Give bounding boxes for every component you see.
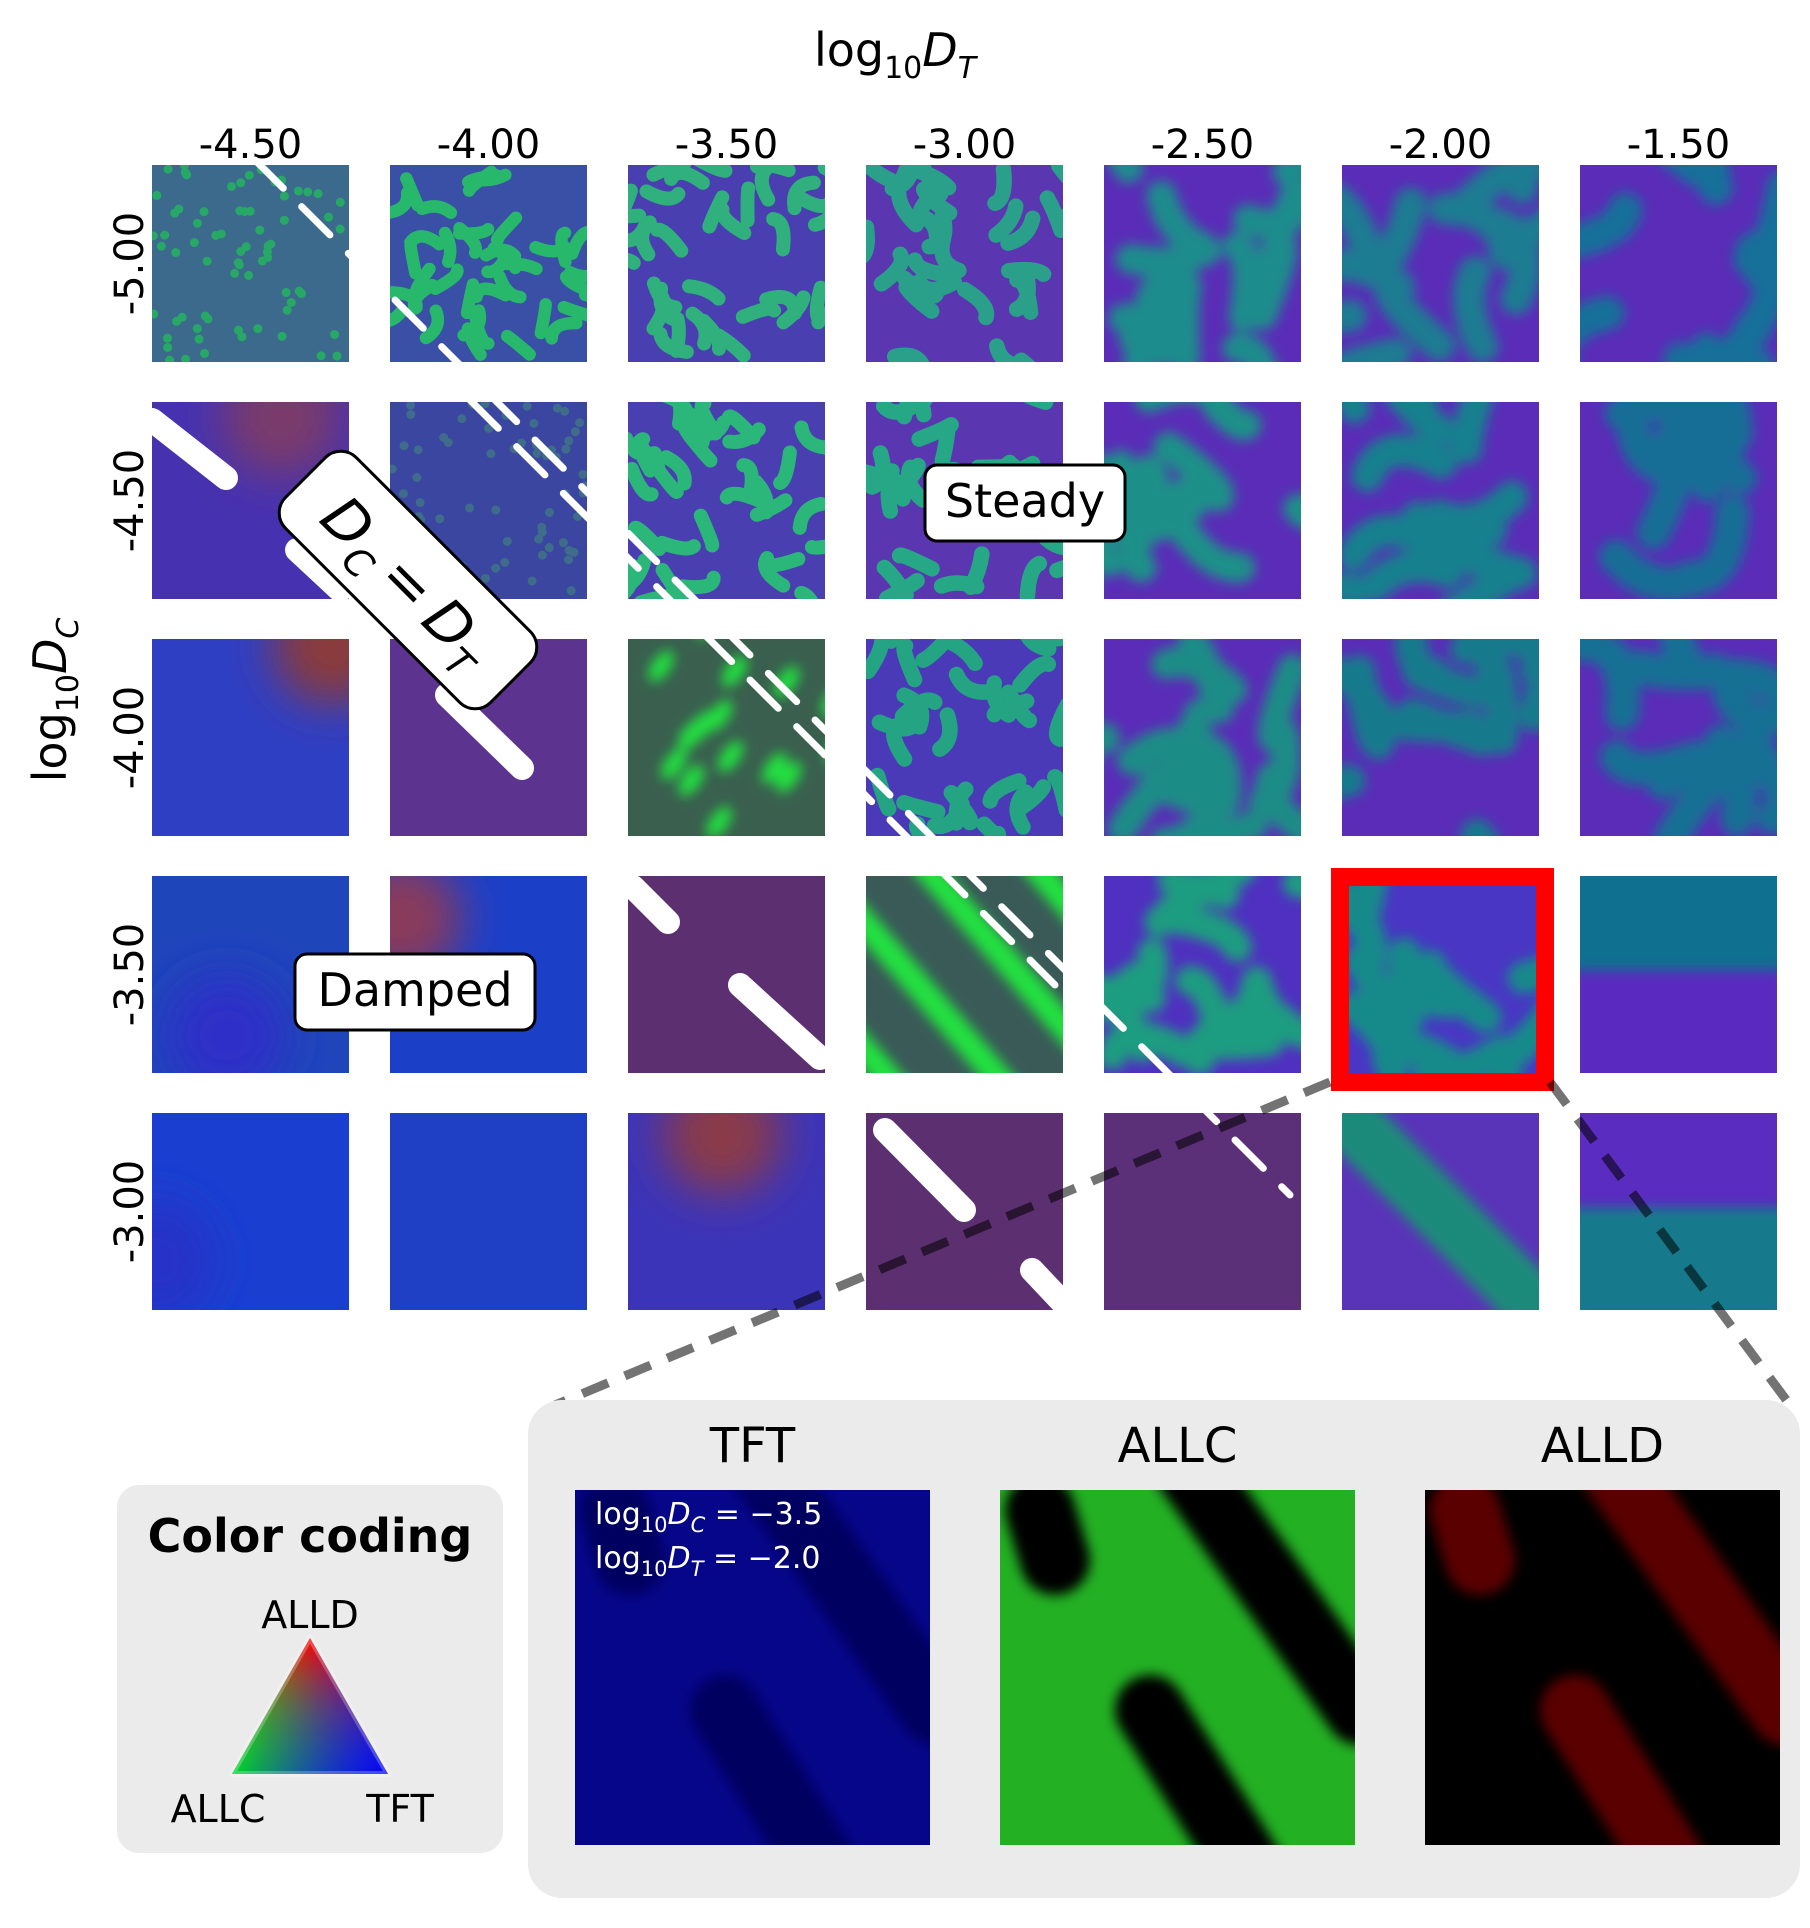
pattern-cell — [866, 165, 1063, 362]
pattern-cell — [1580, 402, 1777, 599]
pattern-cell — [1342, 1113, 1539, 1310]
zoom-connector-left — [553, 1077, 1332, 1410]
x-axis-title: log10DT — [814, 23, 979, 86]
thick-dash-1 — [140, 408, 238, 490]
zoom-param-line-2: log10DT = −2.0 — [595, 1541, 820, 1581]
pattern-cell — [628, 1113, 825, 1310]
pattern-cell — [1580, 165, 1777, 362]
parameter-grid — [152, 165, 1777, 1310]
legend-title: Color coding — [148, 1509, 473, 1563]
pattern-cell — [1104, 402, 1301, 599]
thick-dash-2 — [285, 538, 352, 602]
pattern-cell — [1580, 876, 1777, 1073]
zoom-panel-title: ALLD — [1541, 1418, 1664, 1474]
thick-dash-6 — [873, 1118, 976, 1222]
selected-cell-highlight — [1331, 868, 1554, 1091]
svg-text:Steady: Steady — [945, 474, 1105, 528]
pattern-cell — [390, 1113, 587, 1310]
x-tick-label: -2.50 — [1151, 122, 1255, 168]
y-tick-label: -4.00 — [107, 686, 153, 790]
pattern-cell — [1104, 876, 1301, 1073]
diagonal-guides — [140, 156, 1294, 1317]
pattern-cell — [152, 165, 349, 362]
pattern-cell — [1580, 639, 1777, 836]
svg-text:Damped: Damped — [317, 963, 512, 1017]
steady-label: Steady — [923, 463, 1127, 543]
pattern-cell — [1342, 165, 1539, 362]
zoom-param-line-1: log10DC = −3.5 — [595, 1497, 822, 1537]
thick-dash-5 — [728, 973, 832, 1070]
thick-dash-4 — [621, 875, 680, 934]
zoom-panel-image — [1425, 1490, 1780, 1845]
thick-dash-7 — [1020, 1258, 1077, 1317]
pattern-cell — [1104, 165, 1301, 362]
legend-label-tft: TFT — [365, 1787, 434, 1831]
x-tick-label: -4.00 — [437, 122, 541, 168]
x-tick-labels: -4.50 -4.00 -3.50 -3.00 -2.50 -2.00 -1.50 — [199, 122, 1731, 168]
color-legend: Color coding ALLD ALLC TFT — [117, 1485, 503, 1853]
pattern-cell — [1342, 402, 1539, 599]
pattern-cell — [1104, 1113, 1301, 1310]
pattern-cell — [1580, 1113, 1777, 1310]
zoom-panel-title: TFT — [709, 1418, 796, 1474]
pattern-cell — [152, 1113, 349, 1310]
zoom-panel-image — [1000, 1490, 1355, 1845]
x-tick-label: -3.00 — [913, 122, 1017, 168]
dashed-line-right — [466, 396, 1059, 989]
y-tick-label: -4.50 — [107, 449, 153, 553]
damped-label: Damped — [293, 952, 537, 1032]
zoom-panel: TFT ALLC ALLD log10DC = −3.5 log10DT = −2.… — [528, 1400, 1800, 1898]
y-tick-label: -3.50 — [107, 923, 153, 1027]
zoom-panel-title: ALLC — [1118, 1418, 1238, 1474]
pattern-cell — [1342, 876, 1539, 1073]
pattern-cell — [1104, 639, 1301, 836]
y-tick-labels: -5.00 -4.50 -4.00 -3.50 -3.00 — [107, 212, 153, 1264]
x-tick-label: -2.00 — [1389, 122, 1493, 168]
y-axis-title: log10DC — [23, 618, 86, 783]
pattern-cell — [1342, 639, 1539, 836]
pattern-cell — [390, 165, 587, 362]
pattern-cell — [628, 402, 825, 599]
legend-label-allc: ALLC — [171, 1787, 266, 1831]
dashed-line-left — [251, 156, 1294, 1199]
zoom-panel-image — [575, 1490, 930, 1845]
pattern-cell — [628, 165, 825, 362]
diagonal-label: DC=DT — [277, 449, 539, 711]
pattern-cell — [152, 639, 349, 836]
y-tick-label: -3.00 — [107, 1160, 153, 1264]
thick-dash-3 — [435, 683, 534, 780]
pattern-cell — [866, 639, 1063, 836]
pattern-cell — [628, 639, 825, 836]
legend-label-alld: ALLD — [261, 1593, 359, 1637]
x-tick-label: -4.50 — [199, 122, 303, 168]
y-tick-label: -5.00 — [107, 212, 153, 316]
pattern-cell — [866, 876, 1063, 1073]
x-tick-label: -1.50 — [1627, 122, 1731, 168]
x-tick-label: -3.50 — [675, 122, 779, 168]
zoom-connector-right — [1546, 1079, 1794, 1408]
pattern-cell — [152, 876, 349, 1073]
